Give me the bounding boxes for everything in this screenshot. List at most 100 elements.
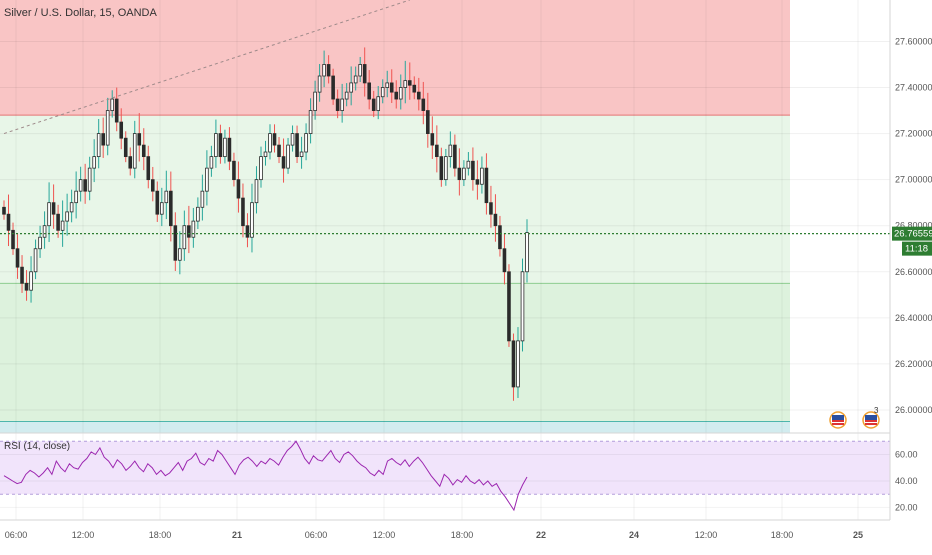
candle-body [137,133,142,146]
candle [150,166,155,202]
candle-body [74,190,78,204]
candle [60,200,65,247]
candle-body [502,248,507,273]
chart-title: Silver / U.S. Dollar, 15, OANDA [4,7,157,19]
candle-body [380,87,385,98]
rsi-title: RSI (14, close) [4,441,70,452]
candle [358,56,362,83]
candle [218,124,223,164]
candle-body [178,248,182,261]
candle [196,197,200,230]
candle [304,123,308,161]
candle [290,125,295,152]
candle [444,148,448,186]
candle [155,181,160,222]
trend-line[interactable] [3,0,410,135]
candle [110,90,115,118]
candle-body [313,91,317,111]
us-event-flag-group-icon[interactable]: 3 [862,406,880,429]
rsi-axis[interactable]: 60.00 40.00 20.00 [895,450,918,513]
candle [493,194,498,242]
candle [15,234,20,279]
candle-body [173,225,178,261]
candle [250,183,254,253]
price-tick-label: 27.40000 [895,83,932,93]
candle-body [128,156,133,169]
time-tick-label: 18:00 [451,530,474,540]
candle [223,129,227,164]
candle [83,163,87,204]
candle-body [123,137,128,158]
candle [92,139,96,183]
candle-body [493,213,498,227]
candle [435,125,439,173]
candle [398,74,403,110]
candle-body [150,179,155,192]
candle [178,231,182,275]
candle [502,232,507,285]
candle [232,152,236,187]
candle-body [457,167,462,181]
candle [101,117,105,158]
candle-body [169,190,173,227]
target-zone-lower[interactable] [0,283,790,422]
candle-body [353,75,358,84]
rsi-band [0,441,890,495]
rsi-line [3,440,528,512]
candle [439,147,444,187]
candle [471,147,475,191]
candle [326,55,331,84]
price-tick-label: 26.00000 [895,405,932,415]
candle [254,166,259,214]
rsi-tick-label: 60.00 [895,450,918,460]
candle-body [444,156,448,181]
candle [160,187,164,227]
candle [69,189,74,223]
candle-body [340,98,344,111]
zone-base [0,421,790,433]
time-tick-label: 06:00 [5,530,28,540]
candle [128,147,133,176]
candle [511,333,516,401]
time-tick-label: 18:00 [149,530,172,540]
candle [65,193,69,236]
candle-body [511,340,516,388]
candle-body [146,156,151,181]
candle-body [205,167,209,192]
candle-body [358,64,362,77]
candle [141,128,146,171]
candle [56,204,60,238]
candle [105,97,110,156]
candle [322,50,326,88]
candle [209,145,214,177]
time-axis[interactable]: 06:00 12:00 18:00 21 06:00 12:00 18:00 22 24 12:0… [5,530,863,540]
candle [47,182,51,242]
candle [191,207,196,248]
candle-body [516,340,520,388]
candle [268,124,272,160]
candle [38,225,42,258]
candle [380,79,385,104]
candle-body [471,160,475,181]
price-axis[interactable]: 27.60000 27.40000 27.20000 27.00000 26.80000… [895,36,932,415]
candle [331,68,335,105]
rsi-tick-label: 40.00 [895,476,918,486]
candle-body [119,121,124,139]
candle-body [250,202,254,238]
candle-body [105,110,110,146]
target-zone-upper[interactable] [0,115,790,284]
candle-body [290,133,295,146]
candle [205,150,209,206]
candle [11,222,15,255]
candle-body [20,266,24,284]
candle-body [196,206,200,222]
candle [241,183,245,238]
candle [453,134,457,177]
candle [286,137,290,174]
candle-body [520,271,525,342]
candle-body [132,133,137,169]
us-event-flag-icon[interactable] [829,411,847,429]
candle [259,146,263,188]
